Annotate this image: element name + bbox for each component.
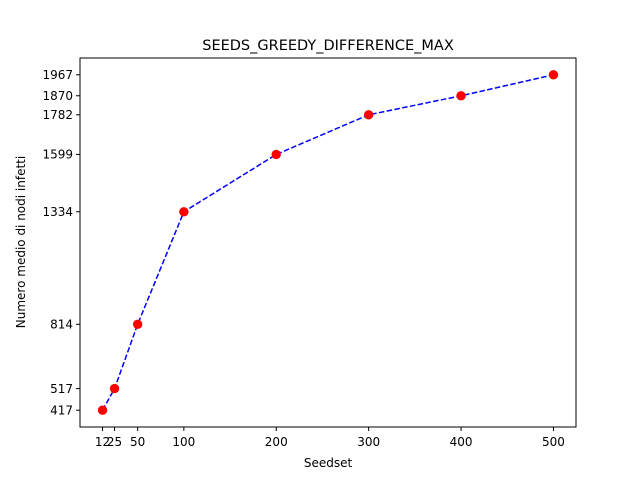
data-point (548, 70, 559, 80)
y-tick-label: 1967 (42, 68, 73, 82)
x-tick-label: 50 (130, 435, 145, 449)
data-point (271, 149, 281, 160)
y-axis-ticks: 417 517 814 1334 1599 1782 1870 1967 (42, 68, 80, 418)
plot-frame (79, 57, 577, 428)
x-tick-label: 25 (107, 435, 122, 449)
data-point (97, 405, 108, 415)
y-tick-label: 814 (50, 318, 73, 332)
x-tick-label: 100 (172, 435, 195, 449)
x-tick-label: 400 (450, 435, 473, 449)
x-tick-label: 12 (95, 435, 110, 449)
y-axis-label: Numero medio di nodi infetti (14, 156, 28, 328)
x-tick-label: 300 (357, 435, 380, 449)
data-point (363, 110, 374, 120)
x-tick-label: 500 (542, 435, 565, 449)
series-line (101, 74, 554, 411)
y-tick-label: 1870 (42, 89, 73, 103)
chart-title: SEEDS_GREEDY_DIFFERENCE_MAX (202, 38, 454, 54)
data-point (456, 91, 466, 101)
data-point (132, 319, 143, 330)
data-point (179, 207, 189, 217)
data-point (109, 383, 120, 394)
x-tick-label: 200 (265, 435, 288, 449)
y-tick-label: 417 (50, 404, 73, 418)
y-tick-label: 1599 (42, 148, 73, 162)
x-axis-label: Seedset (304, 456, 353, 470)
y-tick-label: 1334 (42, 205, 73, 219)
plot-area (97, 70, 559, 415)
y-tick-label: 1782 (42, 108, 73, 122)
y-tick-label: 517 (50, 382, 73, 396)
